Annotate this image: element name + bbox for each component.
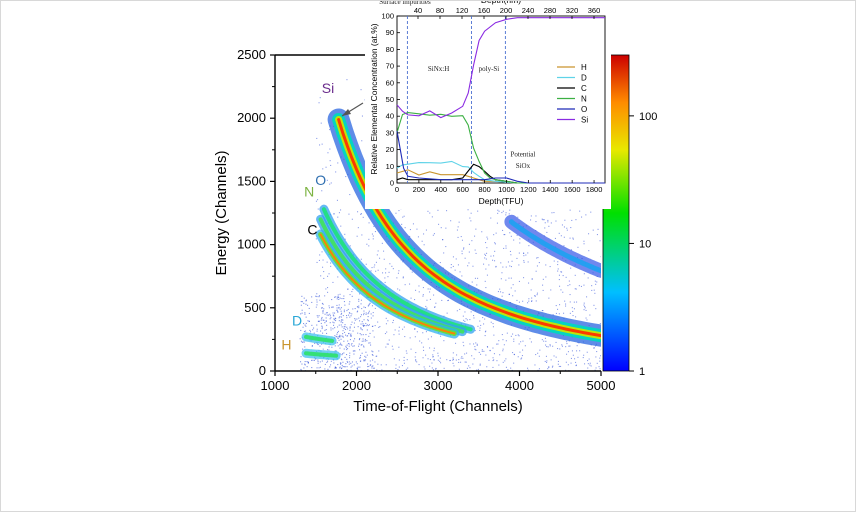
ion-label-h: H bbox=[281, 337, 291, 353]
inset-y-tick-label: 90 bbox=[386, 28, 394, 37]
y-tick-label: 1000 bbox=[237, 237, 266, 252]
inset-annotation: poly-Si bbox=[479, 65, 500, 73]
inset-annotation: Surface impurities bbox=[379, 1, 431, 6]
band-layer bbox=[301, 108, 601, 361]
inset-y-tick-label: 100 bbox=[381, 12, 394, 21]
inset-annotation: SiNx:H bbox=[428, 65, 449, 73]
series-line-n bbox=[396, 112, 605, 184]
x-tick-label: 4000 bbox=[505, 378, 534, 393]
inset-y-tick-label: 20 bbox=[386, 145, 394, 154]
inset-y-tick-label: 10 bbox=[386, 162, 394, 171]
band-h bbox=[301, 348, 341, 361]
x-axis-title: Time-of-Flight (Channels) bbox=[353, 398, 523, 415]
ion-labels: Si ON C DH bbox=[281, 80, 334, 353]
inset-top-tick-label: 40 bbox=[414, 6, 422, 15]
inset-top-tick-label: 160 bbox=[478, 6, 491, 15]
inset-top-tick-label: 120 bbox=[456, 6, 469, 15]
x-tick-label: 2000 bbox=[342, 378, 371, 393]
ion-label-c: C bbox=[307, 221, 317, 237]
y-tick-label: 1500 bbox=[237, 173, 266, 188]
inset-y-tick-label: 0 bbox=[390, 179, 394, 188]
ion-label-d: D bbox=[292, 312, 302, 328]
inset-annotation: Potential bbox=[510, 150, 535, 158]
y-tick-label: 0 bbox=[259, 363, 266, 378]
colorbar: 1 10 100 bbox=[602, 54, 657, 378]
y-axis-title: Energy (Channels) bbox=[213, 150, 230, 275]
inset-top-tick-label: 80 bbox=[436, 6, 444, 15]
inset-y-tick-label: 70 bbox=[386, 62, 394, 71]
inset-y-tick-label: 80 bbox=[386, 45, 394, 54]
legend-label-si: Si bbox=[581, 116, 588, 125]
colorbar-tick-label: 100 bbox=[639, 111, 657, 123]
inset-x-tick-label: 800 bbox=[478, 185, 491, 194]
inset-y-axis-title: Relative Elemental Concentration (at.%) bbox=[369, 23, 379, 174]
main-axes: 1000 2000 3000 4000 500005001000150020002500… bbox=[213, 47, 615, 415]
legend-label-o: O bbox=[581, 105, 587, 114]
x-tick-label: 5000 bbox=[587, 378, 616, 393]
inset-top-tick-label: 280 bbox=[544, 6, 557, 15]
inset-y-tick-label: 40 bbox=[386, 112, 394, 121]
inset-x-tick-label: 200 bbox=[413, 185, 426, 194]
colorbar-tick-label: 1 bbox=[639, 366, 645, 378]
series-line-si bbox=[396, 17, 605, 119]
inset-top-tick-label: 240 bbox=[522, 6, 535, 15]
inset-top-axis-title: Depth(nm) bbox=[481, 1, 521, 5]
inset-top-tick-label: 200 bbox=[500, 6, 513, 15]
inset-x-tick-label: 1400 bbox=[542, 185, 559, 194]
inset-x-tick-label: 0 bbox=[395, 185, 399, 194]
y-tick-label: 500 bbox=[244, 300, 266, 315]
inset-x-tick-label: 1800 bbox=[586, 185, 603, 194]
x-tick-label: 3000 bbox=[424, 378, 453, 393]
inset-x-tick-label: 600 bbox=[456, 185, 469, 194]
ion-label-si: Si bbox=[322, 80, 334, 96]
colorbar-tick-label: 10 bbox=[639, 238, 651, 250]
inset-annotation: SiOx bbox=[516, 162, 531, 170]
ion-label-o: O bbox=[315, 172, 326, 188]
x-tick-label: 1000 bbox=[261, 378, 290, 393]
legend-label-n: N bbox=[581, 95, 587, 104]
inset-x-tick-label: 400 bbox=[435, 185, 448, 194]
inset-top-tick-label: 320 bbox=[566, 6, 579, 15]
legend-label-h: H bbox=[581, 63, 587, 72]
band-d bbox=[301, 332, 337, 346]
colorbar-ticks: 1 10 100 bbox=[629, 111, 657, 378]
series-line-o bbox=[396, 131, 605, 184]
band-si-recoil- bbox=[504, 214, 601, 278]
inset-plot: 0 200 400 600 800 1000 1200 1400 1600 1800 0 10 20 30… bbox=[369, 1, 606, 206]
band-si bbox=[327, 108, 601, 347]
inset-x-tick-label: 1600 bbox=[564, 185, 581, 194]
inset-top-tick-label: 360 bbox=[588, 6, 601, 15]
inset-y-tick-label: 30 bbox=[386, 128, 394, 137]
y-tick-label: 2000 bbox=[237, 110, 266, 125]
band-o bbox=[319, 204, 476, 334]
y-tick-label: 2500 bbox=[237, 47, 266, 62]
band-c bbox=[315, 229, 460, 339]
legend-label-c: C bbox=[581, 84, 587, 93]
legend-label-d: D bbox=[581, 74, 587, 83]
inset-y-tick-label: 60 bbox=[386, 78, 394, 87]
inset-x-tick-label: 1200 bbox=[520, 185, 537, 194]
ion-label-n: N bbox=[304, 184, 314, 200]
inset-y-tick-label: 50 bbox=[386, 95, 394, 104]
si-arrowhead bbox=[342, 109, 351, 116]
inset-x-tick-label: 1000 bbox=[498, 185, 515, 194]
inset-x-axis-title: Depth(TFU) bbox=[479, 196, 524, 206]
depth-profile-inset: 0 200 400 600 800 1000 1200 1400 1600 1800 0 10 20 30… bbox=[365, 1, 611, 209]
